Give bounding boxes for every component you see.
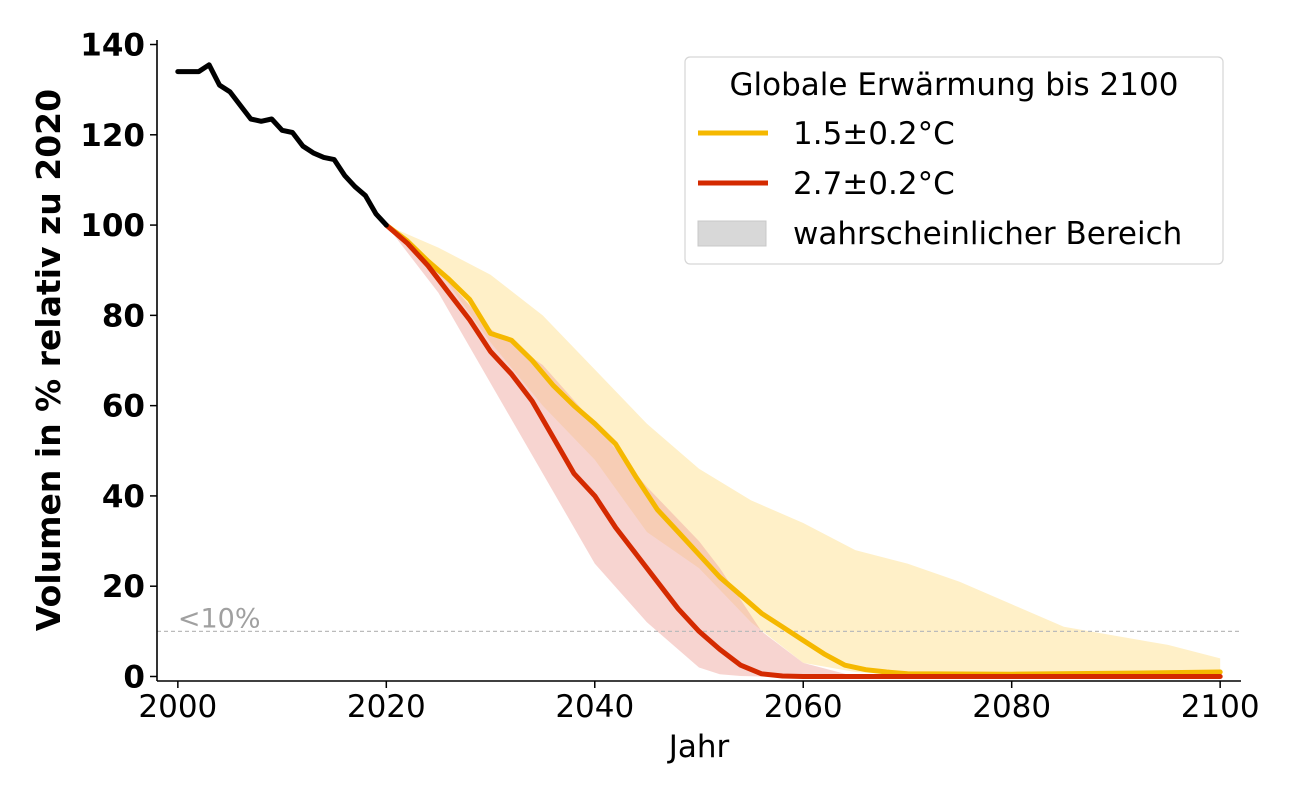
- threshold-label: <10%: [178, 603, 261, 634]
- y-tick-label: 20: [102, 569, 145, 605]
- historical-line: [175, 62, 389, 228]
- y-tick-label: 140: [80, 28, 145, 64]
- legend-box: [684, 56, 1224, 265]
- legend-label-27: 2.7±0.2°C: [793, 166, 955, 202]
- y-tick-label: 120: [80, 118, 145, 154]
- y-tick-label: 100: [80, 208, 145, 244]
- x-tick-label: 2020: [347, 689, 426, 725]
- x-tick-label: 2040: [555, 689, 634, 725]
- x-axis-title: Jahr: [667, 729, 730, 765]
- band-15: [386, 225, 1221, 676]
- x-tick-label: 2000: [138, 689, 217, 725]
- y-axis-title: Volumen in % relativ zu 2020: [29, 89, 68, 631]
- y-ticks: 0 20 40 60 80 100 120 140: [80, 28, 157, 695]
- x-ticks: 2000 2020 2040 2060 2080 2100: [138, 681, 1260, 725]
- legend-label-range: wahrscheinlicher Bereich: [793, 216, 1182, 252]
- x-tick-label: 2100: [1181, 689, 1260, 725]
- legend: Globale Erwärmung bis 2100 1.5±0.2°C 2.7…: [684, 56, 1224, 265]
- y-tick-label: 80: [102, 298, 145, 334]
- y-tick-label: 0: [123, 659, 145, 695]
- axes: [156, 40, 1241, 682]
- series-line-27: [383, 222, 1223, 679]
- legend-label-15: 1.5±0.2°C: [793, 116, 955, 152]
- bands-layer: [386, 225, 1221, 677]
- series-line-15: [383, 222, 1223, 677]
- legend-swatch-range: [697, 220, 767, 247]
- lines-layer: [175, 62, 1223, 679]
- x-tick-label: 2060: [764, 689, 843, 725]
- y-tick-label: 40: [102, 479, 145, 515]
- legend-title: Globale Erwärmung bis 2100: [730, 67, 1179, 103]
- x-tick-label: 2080: [972, 689, 1051, 725]
- y-tick-label: 60: [102, 389, 145, 425]
